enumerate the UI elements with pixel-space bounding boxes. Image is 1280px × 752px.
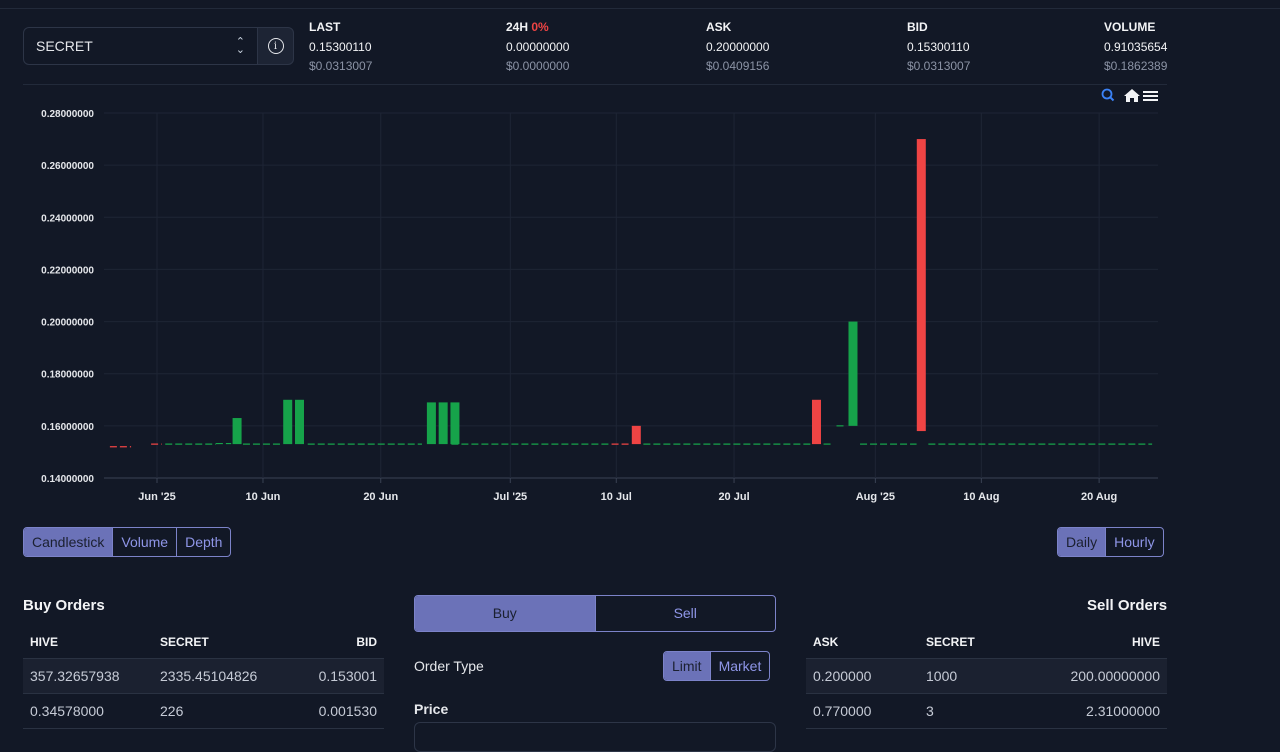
price-label: Price bbox=[414, 701, 449, 717]
x-tick-label: 10 Jun bbox=[246, 491, 281, 503]
limit-tab[interactable]: Limit bbox=[664, 652, 711, 680]
buy-orders-title: Buy Orders bbox=[23, 597, 105, 614]
order-type-label: Order Type bbox=[414, 658, 484, 674]
candle bbox=[438, 402, 448, 445]
price-chart[interactable]: 0.14000000 0.16000000 0.18000000 0.20000000… bbox=[0, 100, 1170, 510]
x-tick-label: 20 Jun bbox=[363, 491, 398, 503]
price-input[interactable] bbox=[414, 722, 776, 752]
x-tick-label: Aug '25 bbox=[856, 491, 895, 503]
stat-bid: BID 0.15300110 $0.0313007 bbox=[907, 20, 971, 73]
table-row[interactable]: 0.34578000 226 0.001530 bbox=[23, 694, 384, 729]
candle bbox=[848, 321, 858, 426]
stat-ask: ASK 0.20000000 $0.0409156 bbox=[706, 20, 770, 73]
flat-candles bbox=[109, 425, 1153, 448]
interval-tabs: Daily Hourly bbox=[1057, 527, 1164, 557]
stat-24h-change: 0% bbox=[531, 20, 549, 34]
table-header: HIVE SECRET BID bbox=[23, 626, 384, 659]
candle bbox=[426, 402, 436, 445]
chart-type-tabs: Candlestick Volume Depth bbox=[23, 527, 232, 557]
buy-sell-toggle: Buy Sell bbox=[414, 595, 776, 632]
chart-grid bbox=[104, 112, 1158, 483]
y-tick-label: 0.28000000 bbox=[41, 109, 94, 120]
info-icon: i bbox=[267, 38, 284, 54]
y-tick-label: 0.26000000 bbox=[41, 161, 94, 172]
tab-depth[interactable]: Depth bbox=[176, 528, 230, 556]
tab-candlestick[interactable]: Candlestick bbox=[24, 528, 113, 556]
tab-hourly[interactable]: Hourly bbox=[1105, 528, 1162, 556]
candle bbox=[916, 139, 926, 432]
sell-orders-title: Sell Orders bbox=[1087, 597, 1168, 614]
buy-orders-table: HIVE SECRET BID 357.32657938 2335.451048… bbox=[23, 626, 384, 729]
stat-last: LAST 0.15300110 $0.0313007 bbox=[309, 20, 373, 73]
header-divider bbox=[23, 84, 1167, 85]
x-axis-labels: Jun '25 10 Jun 20 Jun Jul '25 10 Jul 20 Jul Au… bbox=[138, 491, 1117, 503]
zoom-icon[interactable] bbox=[1101, 88, 1115, 102]
x-tick-label: 20 Jul bbox=[718, 491, 749, 503]
candle bbox=[232, 418, 242, 445]
info-button[interactable]: i bbox=[257, 27, 294, 65]
top-divider bbox=[0, 8, 1280, 9]
candle bbox=[283, 399, 293, 445]
candle bbox=[811, 399, 821, 445]
y-tick-label: 0.16000000 bbox=[41, 422, 94, 433]
x-tick-label: 10 Aug bbox=[963, 491, 999, 503]
x-tick-label: 10 Jul bbox=[601, 491, 632, 503]
chart-toolbar bbox=[1101, 88, 1158, 102]
sell-orders-table: ASK SECRET HIVE 0.200000 1000 200.000000… bbox=[806, 626, 1167, 729]
menu-icon[interactable] bbox=[1143, 91, 1158, 101]
x-tick-label: Jul '25 bbox=[493, 491, 527, 503]
y-axis-labels: 0.14000000 0.16000000 0.18000000 0.20000000… bbox=[41, 109, 94, 485]
x-tick-label: Jun '25 bbox=[138, 491, 175, 503]
home-icon[interactable] bbox=[1124, 89, 1140, 102]
table-row[interactable]: 0.770000 3 2.31000000 bbox=[806, 694, 1167, 729]
y-tick-label: 0.18000000 bbox=[41, 370, 94, 381]
sell-tab[interactable]: Sell bbox=[673, 605, 697, 621]
table-row[interactable]: 357.32657938 2335.45104826 0.153001 bbox=[23, 659, 384, 694]
table-row[interactable]: 0.200000 1000 200.00000000 bbox=[806, 659, 1167, 694]
y-tick-label: 0.22000000 bbox=[41, 265, 94, 276]
x-tick-label: 20 Aug bbox=[1081, 491, 1117, 503]
pair-select[interactable]: SECRET ⌃ ⌄ bbox=[23, 27, 258, 65]
tab-daily[interactable]: Daily bbox=[1058, 528, 1106, 556]
pair-select-value: SECRET bbox=[36, 38, 93, 54]
candle bbox=[450, 402, 460, 445]
order-type-toggle: Limit Market bbox=[663, 651, 771, 681]
stat-24h: 24H 0% 0.00000000 $0.0000000 bbox=[506, 20, 570, 73]
buy-tab[interactable]: Buy bbox=[415, 596, 596, 631]
candles bbox=[232, 139, 926, 445]
up-down-chevron-icon: ⌃ ⌄ bbox=[235, 36, 245, 56]
candle bbox=[294, 399, 304, 445]
y-tick-label: 0.24000000 bbox=[41, 213, 94, 224]
candle bbox=[631, 425, 641, 445]
table-header: ASK SECRET HIVE bbox=[806, 626, 1167, 659]
market-tab[interactable]: Market bbox=[718, 658, 762, 674]
stat-volume: VOLUME 0.91035654 $0.1862389 bbox=[1104, 20, 1168, 73]
tab-volume[interactable]: Volume bbox=[112, 528, 176, 556]
y-tick-label: 0.20000000 bbox=[41, 318, 94, 329]
y-tick-label: 0.14000000 bbox=[41, 474, 94, 485]
